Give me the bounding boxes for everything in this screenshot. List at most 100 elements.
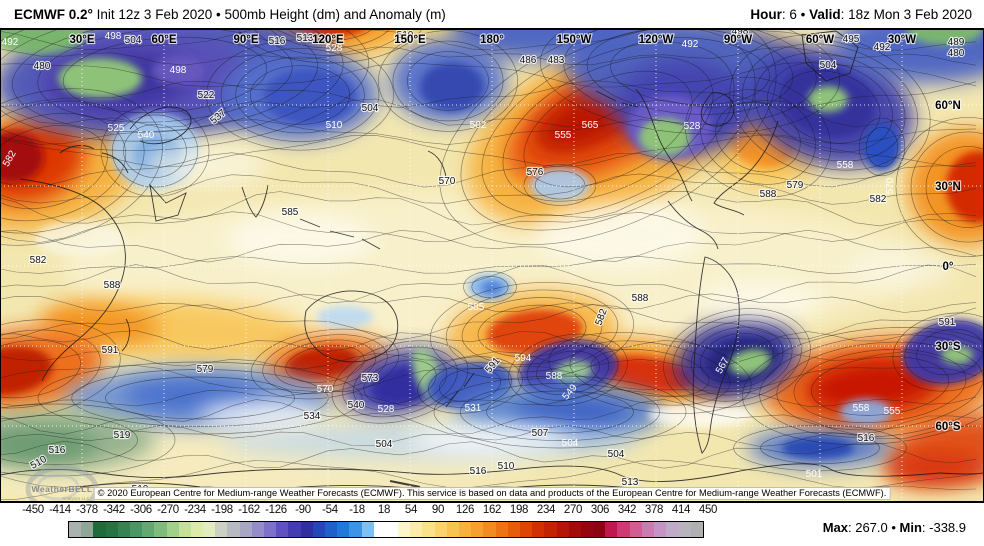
anomaly-blob [286,346,358,380]
watermark-subtext: Analytics LLC [62,496,90,501]
colorbar-tick: 414 [671,504,691,516]
anomaly-blob [885,453,984,485]
longitude-label: 150°W [557,34,592,46]
colorbar-cell [434,522,447,537]
max-min-stats: Max: 267.0 • Min: -338.9 [823,520,966,535]
colorbar-cell [519,522,533,537]
header-bar: ECMWF 0.2° Init 12z 3 Feb 2020 • 500mb H… [0,0,984,28]
contour-label: 516 [269,36,286,47]
colorbar-cell [178,522,191,537]
anomaly-blob [804,357,940,415]
anomaly-blob [840,399,892,425]
contour-label: 504 [820,60,837,71]
longitude-label: 120°E [312,34,344,46]
colorbar-cell [190,522,204,537]
colorbar-tick: -90 [295,504,311,516]
anomaly-blob [225,214,375,266]
contour-label: 510 [498,461,515,472]
anomaly-blob [530,168,590,202]
contour-label: 486 [520,55,537,66]
colorbar-tick: 306 [590,504,610,516]
contour-label: 591 [102,345,119,356]
colorbar-cell [69,522,82,537]
colorbar-cell [166,522,179,537]
longitude-label: 60°E [151,34,176,46]
contour-label: 502 [470,120,487,131]
colorbar-cell [678,522,691,537]
contour-label: 570 [317,384,334,395]
colorbar-cell [117,522,130,537]
colorbar-cell [361,522,374,537]
contour-label: 516 [470,466,487,477]
colorbar-cell [544,522,557,537]
longitude-label: 30°E [69,34,94,46]
latitude-label: 30°N [935,181,961,193]
contour-label: 507 [532,428,549,439]
latitude-label: 60°N [935,100,961,112]
colorbar-tick: -162 [238,504,260,516]
colorbar-cell [459,522,472,537]
contour-label: 495 [843,34,860,45]
contour-label: 498 [732,29,749,37]
weather-map: 492 498 504 516 513 528 510 486 483 492 498 495 492 4… [0,28,984,503]
contour-label: 483 [548,55,565,66]
colorbar-cell [142,522,155,537]
contour-label: 534 [304,411,321,422]
contour-label: 522 [198,90,215,101]
colorbar-cell [398,522,411,537]
colorbar-cell [337,522,350,537]
colorbar-cell [654,522,667,537]
map-title: ECMWF 0.2° Init 12z 3 Feb 2020 • 500mb H… [14,7,446,22]
colorbar-tick: 90 [431,504,445,516]
colorbar-tick: -378 [76,504,98,516]
contour-label: 579 [197,364,214,375]
colorbar-cell [495,522,508,537]
valid-label: Valid [809,6,841,22]
contour-label: 582 [30,255,47,266]
anomaly-blob [600,355,696,393]
contour-label: 510 [397,30,414,41]
colorbar-cell [690,522,703,537]
colorbar-tick: -234 [184,504,206,516]
title-description: Init 12z 3 Feb 2020 • 500mb Height (dm) … [92,6,446,22]
colorbar-tick: 342 [617,504,637,516]
anomaly-blob [420,63,484,111]
model-name: ECMWF 0.2° [14,6,93,22]
contour-label: 504 [608,449,625,460]
anomaly-blob [782,437,854,459]
colorbar-cell [556,522,569,537]
contour-label: 588 [104,280,121,291]
contour-label: 516 [49,445,66,456]
contour-label: 492 [2,37,19,48]
anomaly-blob [698,280,822,320]
contour-label: 498 [170,65,187,76]
colorbar-cell [239,522,252,537]
colorbar-cell [507,522,520,537]
copyright-notice: © 2020 European Centre for Medium-range … [93,487,891,500]
graticule [0,29,984,502]
colorbar-cell [129,522,143,537]
colorbar-cell [568,522,581,537]
contour-label: 528 [684,121,701,132]
latitude-label: 60°S [935,421,960,433]
colorbar-tick: -126 [265,504,287,516]
contour-label: 513 [622,477,639,488]
longitude-label: 90°E [233,34,258,46]
colorbar-cell [251,522,264,537]
contour-label: 540 [348,400,365,411]
colorbar-footer: -450 -414 -378 -342 -306 -270 -234 -198 -162 -126… [0,503,984,546]
max-label: Max [822,520,848,535]
graticule-labels: 30°E 60°E 90°E 120°E 150°E 180° 150°W 120°W 90°W… [68,33,962,434]
anomaly-blob [639,118,691,156]
contour-label: 588 [546,371,563,382]
anomaly-blob [198,401,322,429]
longitude-label: 60°W [806,34,834,46]
contour-label: 528 [326,43,343,54]
colorbar-tick: 198 [509,504,529,516]
contour-label: 504 [362,103,379,114]
colorbar-cell [154,522,167,537]
anomaly-blob [0,428,98,462]
anomaly-blob [143,145,267,185]
